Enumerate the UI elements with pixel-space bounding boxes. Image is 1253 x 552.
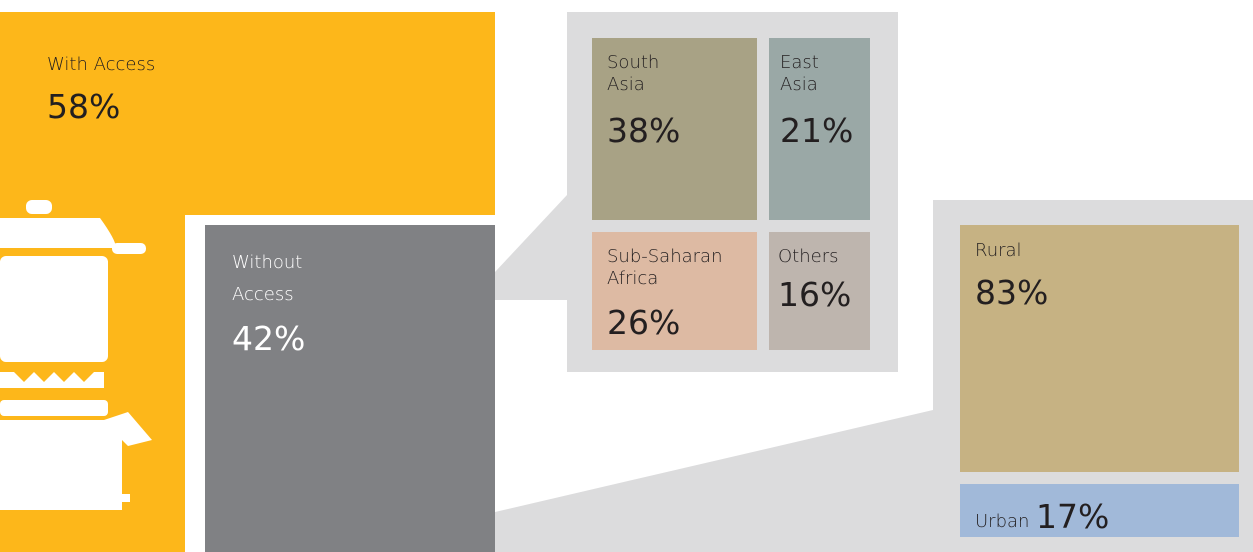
value: 38%: [607, 111, 680, 150]
label: With Access: [47, 54, 155, 75]
value: 42%: [232, 319, 305, 358]
connector: [495, 410, 933, 552]
connector: [495, 195, 567, 300]
label: Asia: [607, 74, 645, 95]
label: Sub-Saharan: [607, 246, 723, 267]
label: Africa: [607, 268, 658, 289]
label: Access: [232, 284, 294, 305]
value: 26%: [607, 303, 680, 342]
region-cell: [592, 38, 757, 220]
value: 21%: [780, 111, 853, 150]
label: South: [607, 52, 659, 73]
region-cell: [769, 38, 870, 220]
label: East: [780, 52, 819, 73]
value: 16%: [778, 275, 851, 314]
region-cell: [769, 232, 870, 350]
value: 83%: [975, 273, 1048, 312]
value: 17%: [1036, 497, 1109, 536]
cooking-icons: [0, 200, 152, 510]
label: Urban: [975, 511, 1029, 532]
value: 58%: [47, 87, 120, 126]
area-cell: [960, 484, 1239, 537]
label: Rural: [975, 240, 1022, 261]
label: Asia: [780, 74, 818, 95]
without-access-block: [205, 225, 495, 552]
area-cell: [960, 225, 1239, 472]
label: Others: [778, 246, 839, 267]
label: Without: [232, 252, 302, 273]
region-cell: [592, 232, 757, 350]
